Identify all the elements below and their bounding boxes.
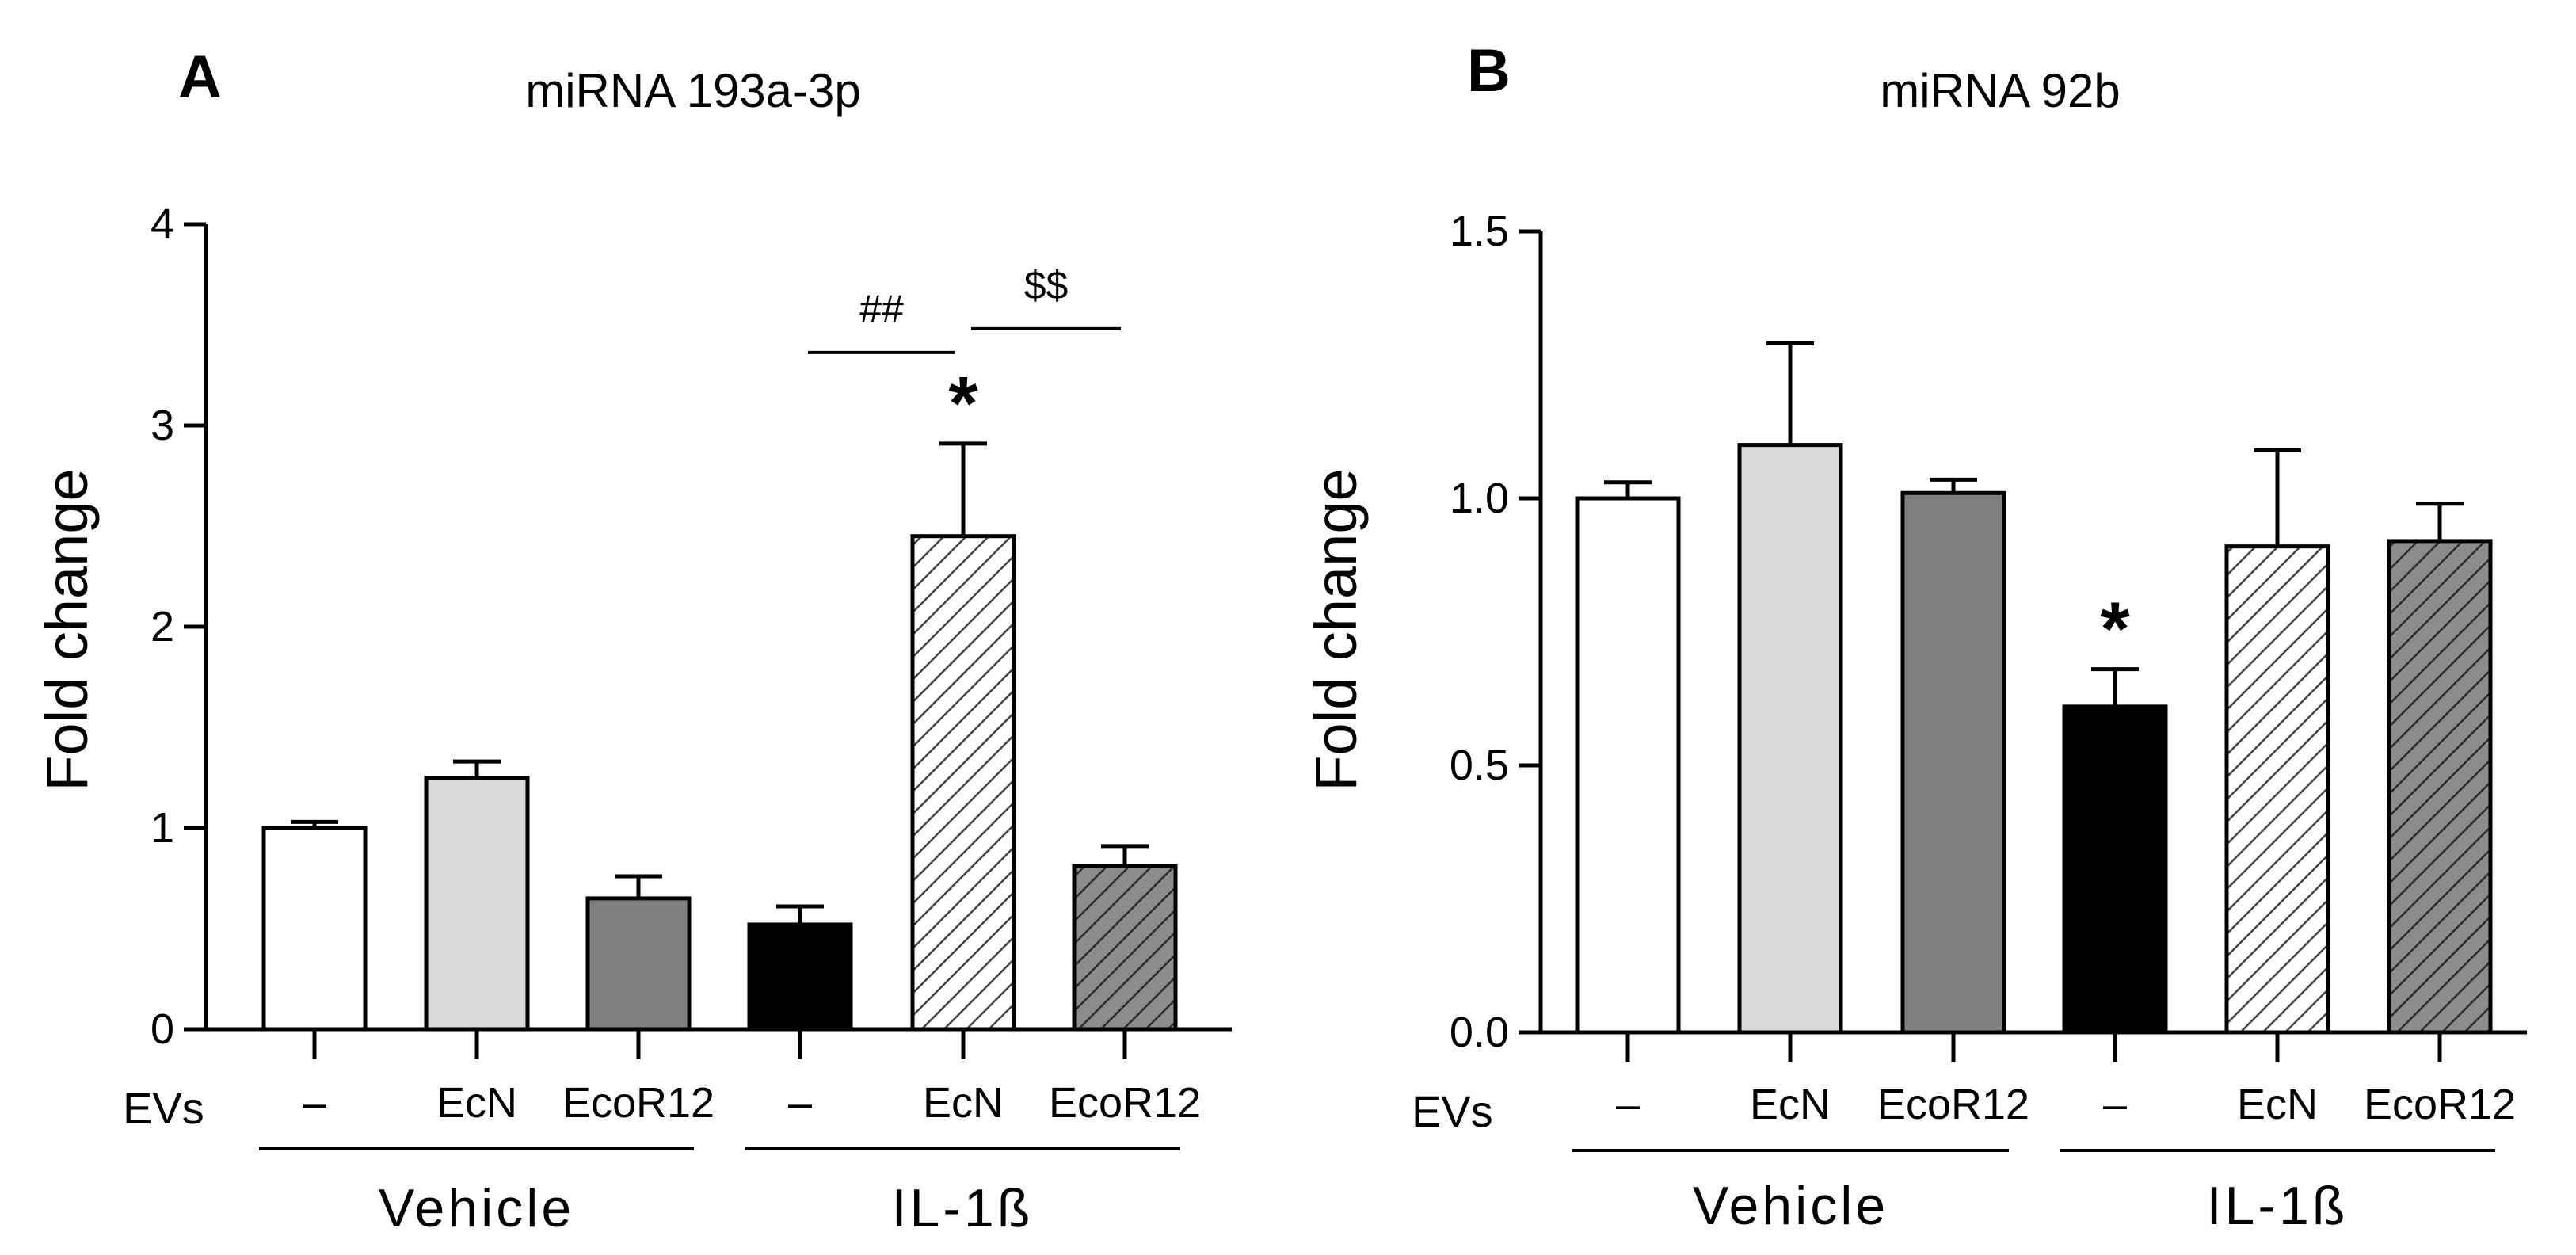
category-label: EcN bbox=[2237, 1081, 2318, 1128]
significance-star: * bbox=[2100, 587, 2130, 672]
bar bbox=[747, 922, 853, 1032]
annotations: * ## $$ bbox=[808, 263, 1121, 446]
category-label: – bbox=[788, 1079, 812, 1127]
y-tick-label: 0.0 bbox=[1450, 1009, 1509, 1056]
bar bbox=[585, 896, 692, 1032]
y-tick-label: 2 bbox=[151, 603, 174, 650]
significance-star: * bbox=[948, 361, 978, 446]
bar bbox=[261, 826, 368, 1032]
evs-row-label: EVs bbox=[123, 1083, 204, 1133]
bar bbox=[1072, 864, 1178, 1032]
bars: – EcN EcoR12 – EcN EcoR12 Vehicle IL-1ß bbox=[259, 441, 1201, 1238]
evs-row-label: EVs bbox=[1412, 1086, 1493, 1136]
category-label: EcoR12 bbox=[1049, 1079, 1201, 1127]
category-label: EcoR12 bbox=[1877, 1081, 2029, 1128]
y-tick-label: 3 bbox=[151, 402, 174, 449]
panel-letter: B bbox=[1467, 37, 1511, 105]
bar bbox=[1575, 496, 1681, 1035]
chart-title: miRNA 92b bbox=[1880, 64, 2120, 117]
group-label: IL-1ß bbox=[892, 1178, 1034, 1238]
bar bbox=[2387, 539, 2493, 1035]
bracket-label: ## bbox=[859, 287, 904, 331]
panel-letter: A bbox=[178, 44, 222, 111]
y-tick-label: 4 bbox=[151, 200, 174, 248]
y-tick-label: 0 bbox=[151, 1005, 174, 1053]
panel-b: B miRNA 92b Fold change EVs 0.0 0.5 1.0 1.5… bbox=[1303, 37, 2527, 1236]
group-label: Vehicle bbox=[1693, 1176, 1888, 1236]
bar bbox=[1737, 443, 1843, 1035]
category-label: EcN bbox=[436, 1079, 517, 1127]
y-axis-label: Fold change bbox=[34, 468, 100, 791]
y-tick-label: 1.0 bbox=[1450, 475, 1509, 522]
bracket-label: $$ bbox=[1024, 263, 1069, 307]
chart-title: miRNA 193a-3p bbox=[525, 64, 861, 117]
category-label: – bbox=[2103, 1081, 2127, 1128]
category-label: EcoR12 bbox=[562, 1079, 714, 1127]
category-label: – bbox=[303, 1079, 326, 1127]
group-label: IL-1ß bbox=[2207, 1176, 2349, 1236]
bar bbox=[2224, 544, 2330, 1035]
y-tick-label: 1 bbox=[151, 804, 174, 852]
category-label: EcN bbox=[923, 1079, 1004, 1127]
y-tick-label: 0.5 bbox=[1450, 742, 1509, 789]
bars: – EcN EcoR12 – EcN EcoR12 Vehicle IL-1ß bbox=[1572, 341, 2516, 1236]
y-ticks: 0.0 0.5 1.0 1.5 bbox=[1450, 208, 1541, 1056]
category-label: – bbox=[1616, 1081, 1640, 1128]
category-label: EcoR12 bbox=[2364, 1081, 2516, 1128]
bar bbox=[2062, 704, 2168, 1035]
y-ticks: 0 1 2 3 4 bbox=[151, 200, 206, 1053]
y-tick-label: 1.5 bbox=[1450, 208, 1509, 255]
category-label: EcN bbox=[1750, 1081, 1831, 1128]
bar bbox=[424, 776, 530, 1032]
y-axis-label: Fold change bbox=[1303, 468, 1369, 791]
group-label: Vehicle bbox=[379, 1178, 574, 1238]
panel-a: A miRNA 193a-3p Fold change EVs 0 1 2 3 4 – E… bbox=[34, 44, 1232, 1238]
annotations: * bbox=[2100, 587, 2130, 672]
bar bbox=[1900, 490, 2006, 1035]
bar bbox=[910, 534, 1016, 1032]
